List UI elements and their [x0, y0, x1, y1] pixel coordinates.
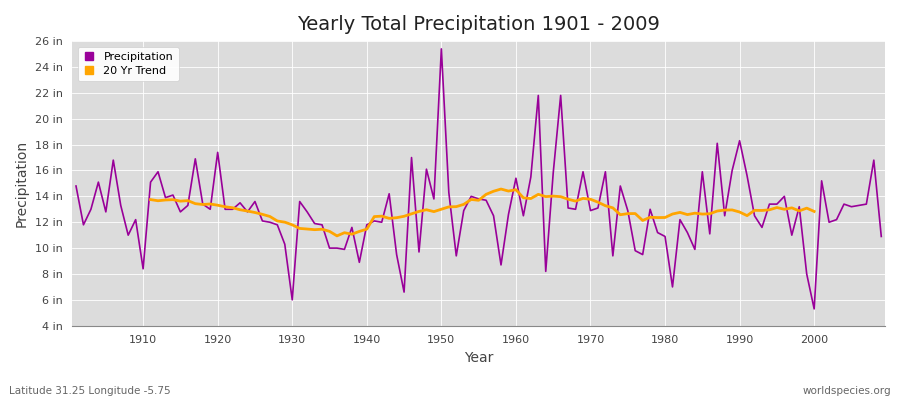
Precipitation [70, 184, 81, 188]
Line: Precipitation: Precipitation [76, 49, 881, 309]
20 Yr Trend [809, 209, 820, 214]
Precipitation [809, 306, 820, 311]
Y-axis label: Precipitation: Precipitation [15, 140, 29, 227]
Line: 20 Yr Trend: 20 Yr Trend [150, 189, 814, 236]
20 Yr Trend [726, 208, 737, 212]
20 Yr Trend [354, 229, 364, 234]
20 Yr Trend [331, 234, 342, 238]
Legend: Precipitation, 20 Yr Trend: Precipitation, 20 Yr Trend [77, 47, 179, 81]
20 Yr Trend [712, 209, 723, 214]
Precipitation [510, 176, 521, 181]
Title: Yearly Total Precipitation 1901 - 2009: Yearly Total Precipitation 1901 - 2009 [297, 15, 660, 34]
20 Yr Trend [623, 211, 634, 216]
Precipitation [518, 213, 529, 218]
Precipitation [339, 247, 350, 252]
20 Yr Trend [496, 187, 507, 192]
20 Yr Trend [235, 207, 246, 212]
Text: worldspecies.org: worldspecies.org [803, 386, 891, 396]
20 Yr Trend [794, 208, 805, 213]
Precipitation [876, 234, 886, 239]
Precipitation [436, 46, 446, 51]
Precipitation [294, 199, 305, 204]
Precipitation [608, 254, 618, 258]
Text: Latitude 31.25 Longitude -5.75: Latitude 31.25 Longitude -5.75 [9, 386, 171, 396]
20 Yr Trend [145, 197, 156, 202]
Precipitation [130, 217, 141, 222]
X-axis label: Year: Year [464, 351, 493, 365]
